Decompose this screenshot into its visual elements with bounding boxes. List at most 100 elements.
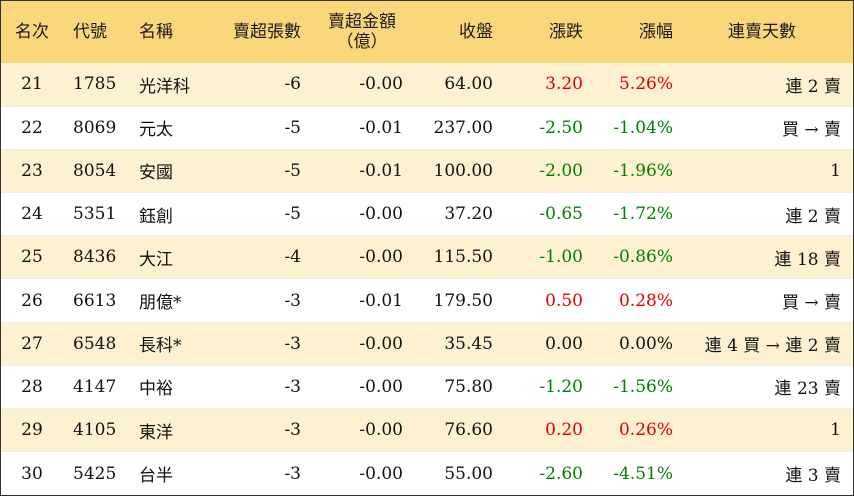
table-row[interactable]: 30 5425 台半 -3 -0.00 55.00 -2.60 -4.51% 連…	[1, 451, 853, 495]
net-sell-lots-cell: -3	[211, 278, 311, 323]
stock-name-cell[interactable]: 光洋科	[139, 76, 190, 97]
change-pct-cell: -1.56%	[593, 364, 683, 409]
consecutive-days-cell: 連 2 賣	[785, 76, 841, 97]
header-consecutive-days[interactable]: 連賣天數	[728, 22, 796, 42]
net-sell-amount-cell: -0.00	[311, 321, 413, 366]
consecutive-days-cell: 1	[683, 407, 853, 452]
stock-code-cell[interactable]: 1785	[73, 74, 117, 95]
header-code[interactable]: 代號	[73, 22, 107, 42]
table-row[interactable]: 22 8069 元太 -5 -0.01 237.00 -2.50 -1.04% …	[1, 105, 853, 150]
change-cell: -2.60	[503, 451, 593, 495]
header-change-pct[interactable]: 漲幅	[639, 22, 673, 42]
net-sell-lots-cell: -3	[211, 364, 311, 409]
stock-code-cell[interactable]: 8436	[63, 235, 131, 279]
close-price-cell: 75.80	[413, 364, 503, 409]
stock-code-cell[interactable]: 8054	[63, 148, 131, 193]
change-pct-cell: 0.00%	[593, 321, 683, 366]
stock-name-cell[interactable]: 鈺創	[131, 192, 211, 236]
table-row[interactable]: 27 6548 長科* -3 -0.00 35.45 0.00 0.00% 連 …	[1, 321, 853, 366]
stock-name-cell[interactable]: 中裕	[131, 364, 211, 409]
net-sell-amount-cell: -0.00	[311, 235, 413, 279]
table-row[interactable]: 28 4147 中裕 -3 -0.00 75.80 -1.20 -1.56% 連…	[1, 364, 853, 409]
net-sell-amount-cell: -0.00	[311, 407, 413, 452]
stock-code-cell[interactable]: 8069	[63, 105, 131, 150]
table-row[interactable]: 29 4105 東洋 -3 -0.00 76.60 0.20 0.26% 1	[1, 407, 853, 452]
consecutive-days-cell: 連 18 賣	[683, 235, 853, 279]
rank-cell: 30	[1, 451, 63, 495]
stock-name-cell[interactable]: 朋億*	[131, 278, 211, 323]
net-sell-amount-cell: -0.01	[311, 278, 413, 323]
stock-code-cell[interactable]: 4147	[63, 364, 131, 409]
rank-cell: 23	[1, 148, 63, 193]
net-sell-lots-cell: -5	[211, 148, 311, 193]
stock-code-cell[interactable]: 5425	[63, 451, 131, 495]
stock-name-cell[interactable]: 元太	[131, 105, 211, 150]
table-row[interactable]: 23 8054 安國 -5 -0.01 100.00 -2.00 -1.96% …	[1, 148, 853, 193]
consecutive-days-cell: 連 23 賣	[683, 364, 853, 409]
table-row[interactable]: 21 1785 光洋科 -6 -0.00 64.00 3.20 5.26% 連 …	[1, 63, 853, 107]
change-pct-cell: 0.26%	[593, 407, 683, 452]
net-sell-amount-cell: -0.00	[311, 364, 413, 409]
stock-code-cell[interactable]: 6613	[63, 278, 131, 323]
stock-name-cell[interactable]: 長科*	[131, 321, 211, 366]
change-cell: -0.65	[503, 192, 593, 236]
change-cell: -2.00	[503, 148, 593, 193]
change-pct-cell: 0.28%	[593, 278, 683, 323]
header-rank[interactable]: 名次	[15, 22, 49, 42]
net-sell-lots-cell: -4	[211, 235, 311, 279]
net-sell-amount-cell: -0.00	[311, 192, 413, 236]
consecutive-days-cell: 買 → 賣	[683, 105, 853, 150]
stock-code-cell[interactable]: 5351	[63, 192, 131, 236]
change-pct-cell: 5.26%	[618, 74, 673, 95]
change-cell: 0.20	[503, 407, 593, 452]
change-cell: -1.20	[503, 364, 593, 409]
header-net-sell-lots[interactable]: 賣超張數	[233, 22, 301, 42]
table-row[interactable]: 24 5351 鈺創 -5 -0.00 37.20 -0.65 -1.72% 連…	[1, 192, 853, 236]
consecutive-days-cell: 連 3 賣	[683, 451, 853, 495]
change-cell: -2.50	[503, 105, 593, 150]
change-pct-cell: -1.04%	[593, 105, 683, 150]
consecutive-days-cell: 連 2 賣	[683, 192, 853, 236]
stock-code-cell[interactable]: 6548	[63, 321, 131, 366]
change-pct-cell: -4.51%	[593, 451, 683, 495]
rank-cell: 26	[1, 278, 63, 323]
close-price-cell: 76.60	[413, 407, 503, 452]
rank-cell: 21	[21, 74, 43, 95]
net-sell-amount-cell: -0.00	[311, 451, 413, 495]
consecutive-days-cell: 1	[683, 148, 853, 193]
table-row[interactable]: 26 6613 朋億* -3 -0.01 179.50 0.50 0.28% 買…	[1, 278, 853, 323]
net-sell-amount-cell: -0.01	[311, 148, 413, 193]
header-net-sell-amount[interactable]: 賣超金額 （億）	[311, 1, 413, 63]
header-close[interactable]: 收盤	[459, 22, 493, 42]
rank-cell: 28	[1, 364, 63, 409]
rank-cell: 22	[1, 105, 63, 150]
stock-name-cell[interactable]: 大江	[131, 235, 211, 279]
table-body: 21 1785 光洋科 -6 -0.00 64.00 3.20 5.26% 連 …	[1, 63, 853, 495]
rank-cell: 24	[1, 192, 63, 236]
header-change[interactable]: 漲跌	[549, 22, 583, 42]
close-price-cell: 35.45	[413, 321, 503, 366]
rank-cell: 27	[1, 321, 63, 366]
header-net-sell-amount-line1: 賣超金額	[328, 12, 396, 32]
table-header-row: 名次 代號 名稱 賣超張數 賣超金額 （億） 收盤 漲跌 漲幅 連賣天數	[1, 1, 853, 63]
consecutive-days-cell: 買 → 賣	[683, 278, 853, 323]
close-price-cell: 37.20	[413, 192, 503, 236]
close-price-cell: 64.00	[444, 74, 493, 95]
stock-name-cell[interactable]: 台半	[131, 451, 211, 495]
close-price-cell: 115.50	[413, 235, 503, 279]
header-name[interactable]: 名稱	[139, 22, 173, 42]
change-pct-cell: -1.96%	[593, 148, 683, 193]
close-price-cell: 179.50	[413, 278, 503, 323]
rank-cell: 25	[1, 235, 63, 279]
stock-name-cell[interactable]: 安國	[131, 148, 211, 193]
net-sell-lots-cell: -5	[211, 192, 311, 236]
change-cell: 0.50	[503, 278, 593, 323]
net-sell-lots-cell: -3	[211, 321, 311, 366]
stock-code-cell[interactable]: 4105	[63, 407, 131, 452]
stock-name-cell[interactable]: 東洋	[131, 407, 211, 452]
net-sell-lots-cell: -5	[211, 105, 311, 150]
close-price-cell: 55.00	[413, 451, 503, 495]
table-row[interactable]: 25 8436 大江 -4 -0.00 115.50 -1.00 -0.86% …	[1, 235, 853, 279]
rank-cell: 29	[1, 407, 63, 452]
